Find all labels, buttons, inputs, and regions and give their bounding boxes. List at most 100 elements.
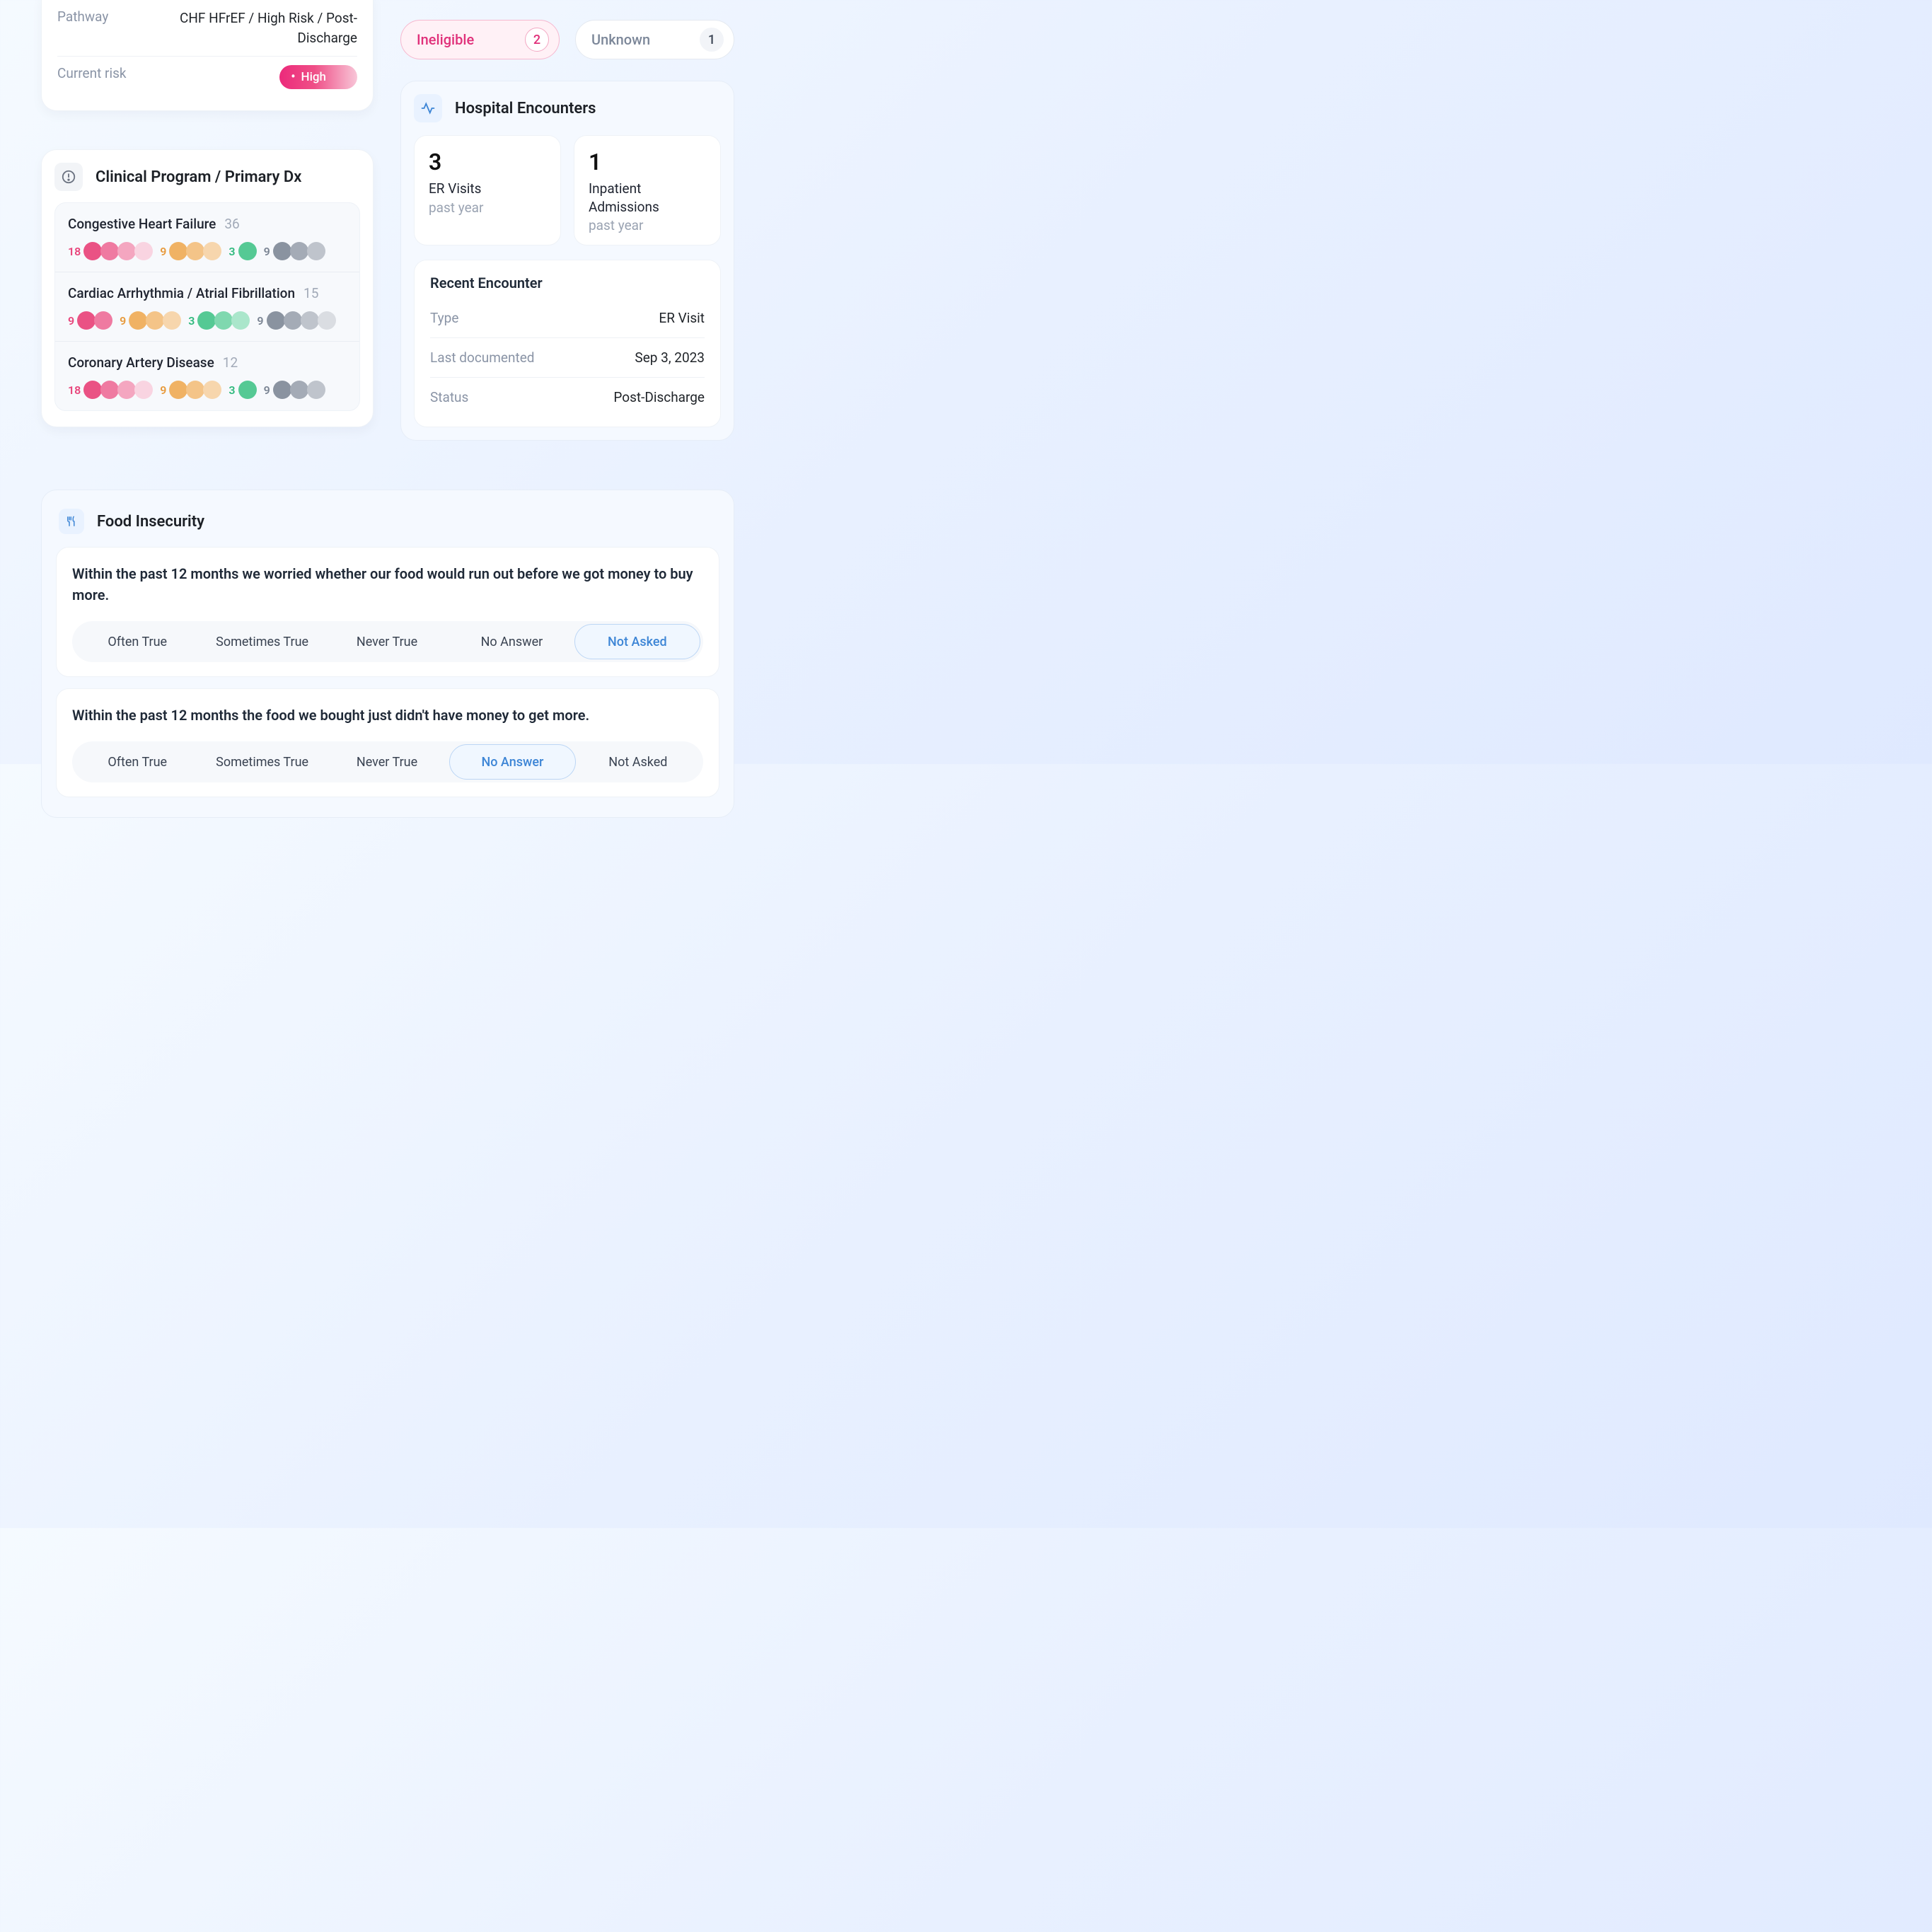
dx-total: 15 [303, 285, 318, 301]
hospital-encounters-card: Hospital Encounters 3ER Visitspast year1… [400, 81, 734, 441]
dot-group-orange: 9 [120, 311, 181, 330]
recent-row: StatusPost-Discharge [430, 377, 705, 417]
recent-row: TypeER Visit [430, 299, 705, 337]
tile-label: ER Visits [429, 180, 546, 198]
option-button[interactable]: Often True [75, 744, 199, 780]
dot [94, 311, 112, 330]
dot [100, 381, 119, 399]
option-button[interactable]: Not Asked [574, 624, 700, 659]
dot [307, 381, 325, 399]
chip-unknown[interactable]: Unknown 1 [575, 20, 734, 59]
pathway-label: Pathway [57, 8, 108, 25]
question-box: Within the past 12 months the food we bo… [56, 688, 719, 797]
dot [186, 381, 204, 399]
dot [267, 311, 285, 330]
question-text: Within the past 12 months we worried whe… [72, 563, 703, 606]
dx-item[interactable]: Cardiac Arrhythmia / Atrial Fibrillation… [55, 272, 359, 341]
clinical-title: Clinical Program / Primary Dx [96, 168, 301, 186]
dot-group-orange: 9 [160, 381, 221, 399]
dx-total: 12 [223, 354, 238, 371]
dot [186, 242, 204, 260]
tile-sublabel: past year [429, 199, 546, 216]
dot-group-pink: 18 [68, 242, 153, 260]
food-insecurity-card: Food Insecurity Within the past 12 month… [41, 490, 734, 818]
option-button[interactable]: Sometimes True [199, 624, 324, 659]
clinical-program-card: Clinical Program / Primary Dx Congestive… [41, 149, 374, 427]
dot-count: 9 [264, 383, 270, 397]
dot [117, 242, 136, 260]
dot-count: 9 [264, 245, 270, 258]
dot-count: 9 [160, 383, 166, 397]
dot [307, 242, 325, 260]
option-button[interactable]: Never True [325, 744, 449, 780]
chip-ineligible-label: Ineligible [417, 31, 474, 48]
eligibility-chip-row: Ineligible 2 Unknown 1 [400, 20, 734, 59]
dot-count: 3 [188, 314, 195, 328]
option-row: Often TrueSometimes TrueNever TrueNo Ans… [72, 621, 703, 662]
risk-row: Current risk High [57, 56, 357, 98]
dot [129, 311, 147, 330]
risk-label: Current risk [57, 65, 127, 81]
question-text: Within the past 12 months the food we bo… [72, 705, 703, 726]
dot-group-pink: 9 [68, 311, 112, 330]
pathway-card: Pathway CHF HFrEF / High Risk / Post-Dis… [41, 0, 374, 111]
chip-ineligible[interactable]: Ineligible 2 [400, 20, 560, 59]
hospital-tile: 3ER Visitspast year [414, 135, 561, 245]
dot [203, 242, 221, 260]
dot-group-green: 3 [229, 242, 256, 260]
dx-name: Congestive Heart Failure [68, 216, 216, 232]
dot [100, 242, 119, 260]
pathway-row: Pathway CHF HFrEF / High Risk / Post-Dis… [57, 0, 357, 56]
dot [203, 381, 221, 399]
hospital-tile: 1Inpatient Admissionspast year [574, 135, 721, 245]
dx-dot-row: 18939 [68, 381, 347, 399]
recent-value: Sep 3, 2023 [635, 349, 705, 366]
dx-list: Congestive Heart Failure3618939Cardiac A… [54, 202, 360, 411]
dot-count: 9 [257, 314, 263, 328]
dot [169, 242, 187, 260]
dot-count: 9 [120, 314, 126, 328]
tile-number: 1 [589, 149, 706, 175]
dot-count: 18 [68, 383, 81, 397]
dot [273, 381, 291, 399]
question-box: Within the past 12 months we worried whe… [56, 547, 719, 677]
recent-row: Last documentedSep 3, 2023 [430, 337, 705, 377]
dot-group-gray: 9 [264, 381, 325, 399]
chip-ineligible-count: 2 [525, 28, 549, 52]
dot-group-green: 3 [229, 381, 256, 399]
dot-group-gray: 9 [257, 311, 335, 330]
dot [290, 381, 308, 399]
risk-value: High [301, 70, 326, 84]
dot [134, 242, 153, 260]
dot [146, 311, 164, 330]
option-row: Often TrueSometimes TrueNever TrueNo Ans… [72, 741, 703, 782]
activity-icon [414, 94, 442, 122]
tile-sublabel: past year [589, 217, 706, 233]
dx-item[interactable]: Congestive Heart Failure3618939 [55, 203, 359, 272]
option-button[interactable]: No Answer [449, 744, 575, 780]
option-button[interactable]: Often True [75, 624, 199, 659]
option-button[interactable]: No Answer [449, 624, 574, 659]
food-title: Food Insecurity [97, 513, 204, 531]
dot [290, 242, 308, 260]
recent-encounter-box: Recent Encounter TypeER VisitLast docume… [414, 260, 721, 427]
dot [117, 381, 136, 399]
dx-item[interactable]: Coronary Artery Disease1218939 [55, 341, 359, 410]
dot [284, 311, 302, 330]
chip-unknown-label: Unknown [591, 31, 650, 48]
dot [318, 311, 336, 330]
dot-count: 9 [68, 314, 74, 328]
option-button[interactable]: Not Asked [576, 744, 700, 780]
dot [273, 242, 291, 260]
dot [77, 311, 96, 330]
dot [214, 311, 233, 330]
option-button[interactable]: Sometimes True [199, 744, 324, 780]
dot-group-pink: 18 [68, 381, 153, 399]
recent-value: Post-Discharge [613, 389, 705, 405]
dot-group-gray: 9 [264, 242, 325, 260]
option-button[interactable]: Never True [325, 624, 449, 659]
hospital-title: Hospital Encounters [455, 100, 596, 117]
recent-encounter-title: Recent Encounter [430, 274, 705, 291]
dot-group-orange: 9 [160, 242, 221, 260]
dx-dot-row: 18 939 [68, 242, 347, 260]
